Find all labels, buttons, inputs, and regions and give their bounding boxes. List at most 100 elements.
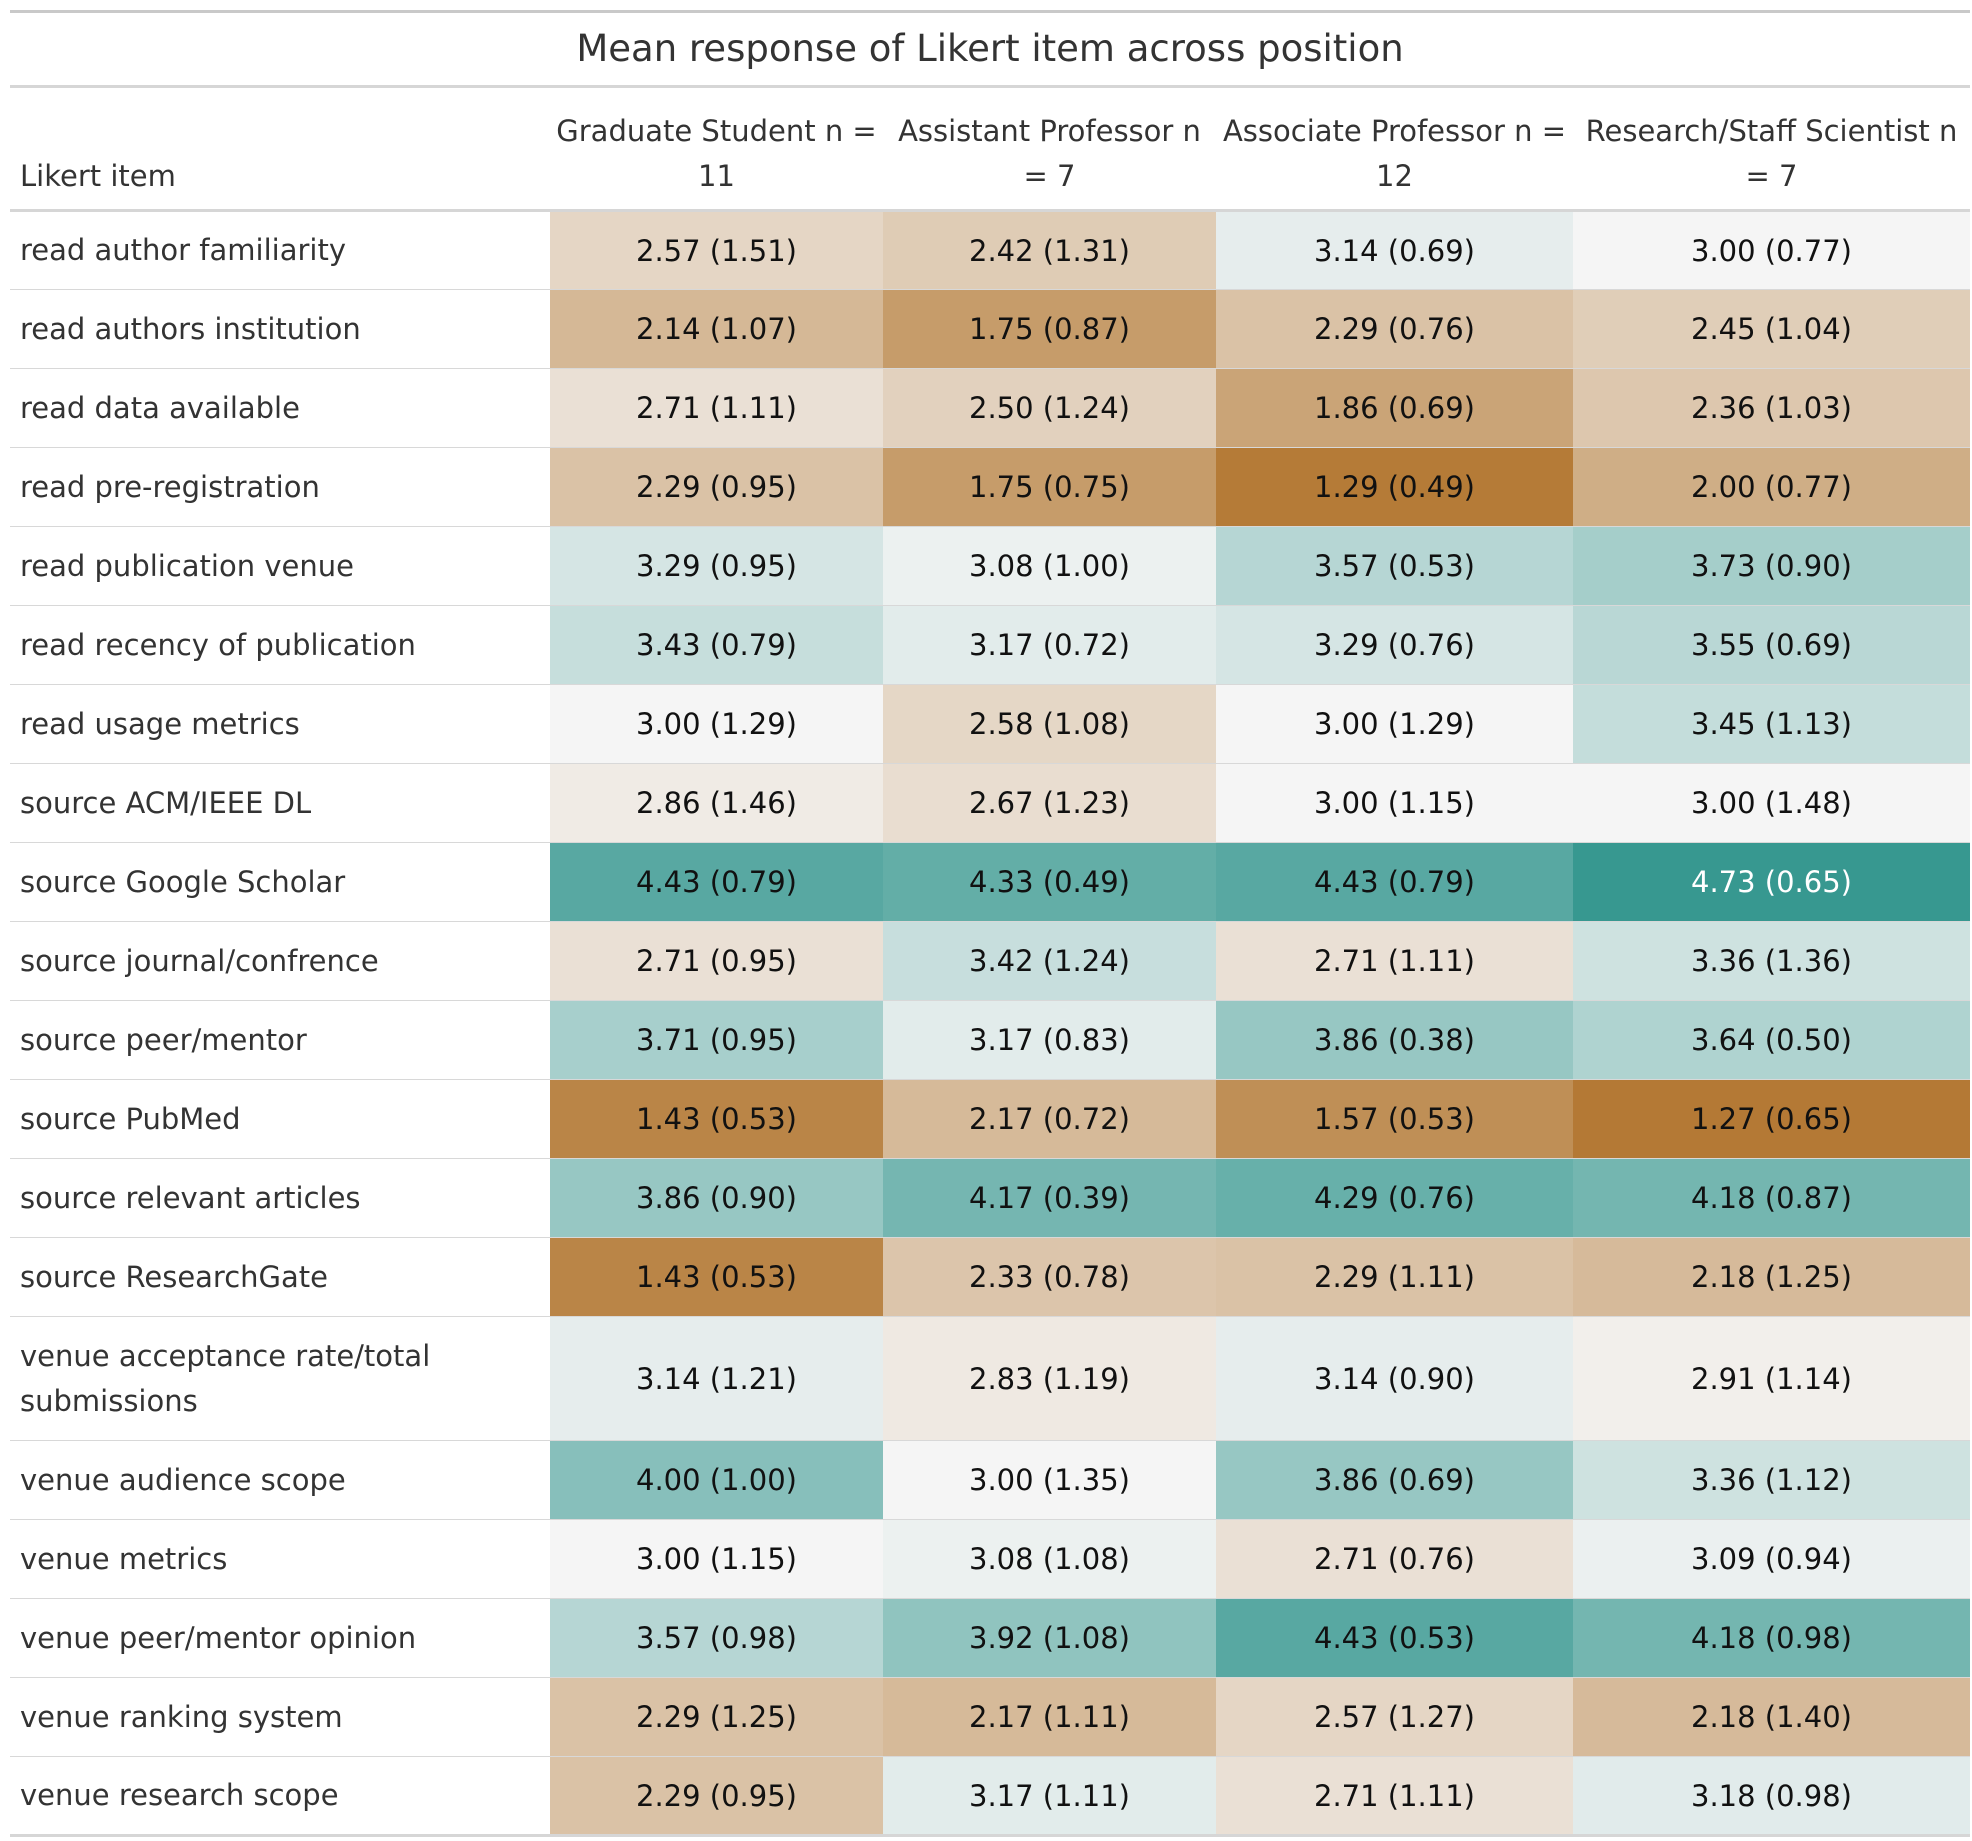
table-cell: 3.00 (1.48): [1573, 763, 1970, 843]
table-row: source relevant articles 3.86 (0.90) 4.17 …: [10, 1158, 1970, 1238]
row-label: source ACM/IEEE DL: [10, 763, 550, 843]
table-row: source PubMed 1.43 (0.53) 2.17 (0.72) 1.57 …: [10, 1079, 1970, 1159]
table-cell: 4.73 (0.65): [1573, 842, 1970, 922]
row-label: venue ranking system: [10, 1677, 550, 1757]
row-label: read data available: [10, 368, 550, 448]
table-header: Likert item Graduate Student n = 11 Assi…: [10, 88, 1970, 212]
row-label: read author familiarity: [10, 210, 550, 290]
table-cell: 4.00 (1.00): [550, 1440, 883, 1520]
table-cell: 3.92 (1.08): [883, 1598, 1216, 1678]
column-header-likert-item: Likert item: [10, 88, 550, 212]
table-cell: 1.75 (0.75): [883, 447, 1216, 527]
table-cell: 2.29 (0.95): [550, 1756, 883, 1837]
table-cell: 3.14 (0.69): [1216, 210, 1573, 290]
table-cell: 1.43 (0.53): [550, 1237, 883, 1317]
table-cell: 2.33 (0.78): [883, 1237, 1216, 1317]
table-cell: 2.36 (1.03): [1573, 368, 1970, 448]
table-cell: 3.29 (0.76): [1216, 605, 1573, 685]
table-cell: 4.29 (0.76): [1216, 1158, 1573, 1238]
table-cell: 4.17 (0.39): [883, 1158, 1216, 1238]
row-label: source PubMed: [10, 1079, 550, 1159]
row-label: venue peer/mentor opinion: [10, 1598, 550, 1678]
table-cell: 4.43 (0.79): [550, 842, 883, 922]
table-cell: 4.18 (0.98): [1573, 1598, 1970, 1678]
row-label: read recency of publication: [10, 605, 550, 685]
row-label: venue audience scope: [10, 1440, 550, 1520]
table-row: source ResearchGate 1.43 (0.53) 2.33 (0.78…: [10, 1237, 1970, 1317]
table-row: venue ranking system 2.29 (1.25) 2.17 (1.1…: [10, 1677, 1970, 1757]
table-cell: 2.29 (0.76): [1216, 289, 1573, 369]
row-label: source Google Scholar: [10, 842, 550, 922]
table-cell: 3.08 (1.00): [883, 526, 1216, 606]
table-cell: 3.14 (0.90): [1216, 1316, 1573, 1441]
table-row: source ACM/IEEE DL 2.86 (1.46) 2.67 (1.23)…: [10, 763, 1970, 843]
table-cell: 3.36 (1.36): [1573, 921, 1970, 1001]
table-cell: 2.17 (0.72): [883, 1079, 1216, 1159]
table-cell: 3.00 (1.29): [550, 684, 883, 764]
table-cell: 3.57 (0.98): [550, 1598, 883, 1678]
table-cell: 3.45 (1.13): [1573, 684, 1970, 764]
row-label: venue research scope: [10, 1756, 550, 1837]
table-cell: 1.86 (0.69): [1216, 368, 1573, 448]
table-cell: 3.17 (0.72): [883, 605, 1216, 685]
row-label: read authors institution: [10, 289, 550, 369]
table-cell: 2.17 (1.11): [883, 1677, 1216, 1757]
column-header-assistant-professor: Assistant Professor n = 7: [883, 88, 1216, 212]
table-row: source peer/mentor 3.71 (0.95) 3.17 (0.83)…: [10, 1000, 1970, 1080]
table-cell: 2.42 (1.31): [883, 210, 1216, 290]
table-cell: 3.00 (1.15): [550, 1519, 883, 1599]
table-cell: 2.57 (1.27): [1216, 1677, 1573, 1757]
table-cell: 4.33 (0.49): [883, 842, 1216, 922]
table-cell: 4.18 (0.87): [1573, 1158, 1970, 1238]
table-cell: 3.08 (1.08): [883, 1519, 1216, 1599]
row-label: read pre-registration: [10, 447, 550, 527]
table-cell: 3.57 (0.53): [1216, 526, 1573, 606]
row-label: source journal/confrence: [10, 921, 550, 1001]
table-body: read author familiarity 2.57 (1.51) 2.42 (…: [10, 210, 1970, 1837]
table-cell: 2.29 (1.25): [550, 1677, 883, 1757]
table-cell: 3.42 (1.24): [883, 921, 1216, 1001]
likert-table: Likert item Graduate Student n = 11 Assi…: [10, 88, 1970, 1837]
table-row: read recency of publication 3.43 (0.79) 3.…: [10, 605, 1970, 685]
table-row: read author familiarity 2.57 (1.51) 2.42 (…: [10, 210, 1970, 290]
table-cell: 2.29 (1.11): [1216, 1237, 1573, 1317]
row-label: source relevant articles: [10, 1158, 550, 1238]
table-cell: 3.43 (0.79): [550, 605, 883, 685]
table-cell: 3.86 (0.90): [550, 1158, 883, 1238]
table-cell: 2.71 (1.11): [1216, 1756, 1573, 1837]
table-row: read authors institution 2.14 (1.07) 1.75 …: [10, 289, 1970, 369]
table-row: read publication venue 3.29 (0.95) 3.08 (1…: [10, 526, 1970, 606]
table-cell: 1.29 (0.49): [1216, 447, 1573, 527]
table-cell: 2.45 (1.04): [1573, 289, 1970, 369]
table-cell: 3.71 (0.95): [550, 1000, 883, 1080]
table-cell: 2.58 (1.08): [883, 684, 1216, 764]
table-row: venue peer/mentor opinion 3.57 (0.98) 3.92…: [10, 1598, 1970, 1678]
row-label: read usage metrics: [10, 684, 550, 764]
row-label: source peer/mentor: [10, 1000, 550, 1080]
table-cell: 3.17 (0.83): [883, 1000, 1216, 1080]
table-cell: 3.86 (0.69): [1216, 1440, 1573, 1520]
table-row: source journal/confrence 2.71 (0.95) 3.42 …: [10, 921, 1970, 1001]
table-row: venue acceptance rate/total submissions 3…: [10, 1316, 1970, 1441]
table-cell: 3.17 (1.11): [883, 1756, 1216, 1837]
table-cell: 3.36 (1.12): [1573, 1440, 1970, 1520]
table-cell: 2.71 (0.76): [1216, 1519, 1573, 1599]
row-label: venue metrics: [10, 1519, 550, 1599]
table-cell: 1.75 (0.87): [883, 289, 1216, 369]
table-cell: 3.00 (0.77): [1573, 210, 1970, 290]
table-cell: 3.09 (0.94): [1573, 1519, 1970, 1599]
top-rule: [10, 10, 1970, 13]
title-rule: [10, 85, 1970, 88]
table-container: Mean response of Likert item across posi…: [10, 10, 1970, 1837]
table-row: read data available 2.71 (1.11) 2.50 (1.24…: [10, 368, 1970, 448]
table-cell: 2.67 (1.23): [883, 763, 1216, 843]
row-label: venue acceptance rate/total submissions: [10, 1316, 550, 1441]
table-cell: 4.43 (0.53): [1216, 1598, 1573, 1678]
table-cell: 2.00 (0.77): [1573, 447, 1970, 527]
table-cell: 2.83 (1.19): [883, 1316, 1216, 1441]
table-cell: 3.64 (0.50): [1573, 1000, 1970, 1080]
table-cell: 2.71 (0.95): [550, 921, 883, 1001]
table-cell: 2.71 (1.11): [550, 368, 883, 448]
table-cell: 2.57 (1.51): [550, 210, 883, 290]
table-row: read usage metrics 3.00 (1.29) 2.58 (1.08)…: [10, 684, 1970, 764]
